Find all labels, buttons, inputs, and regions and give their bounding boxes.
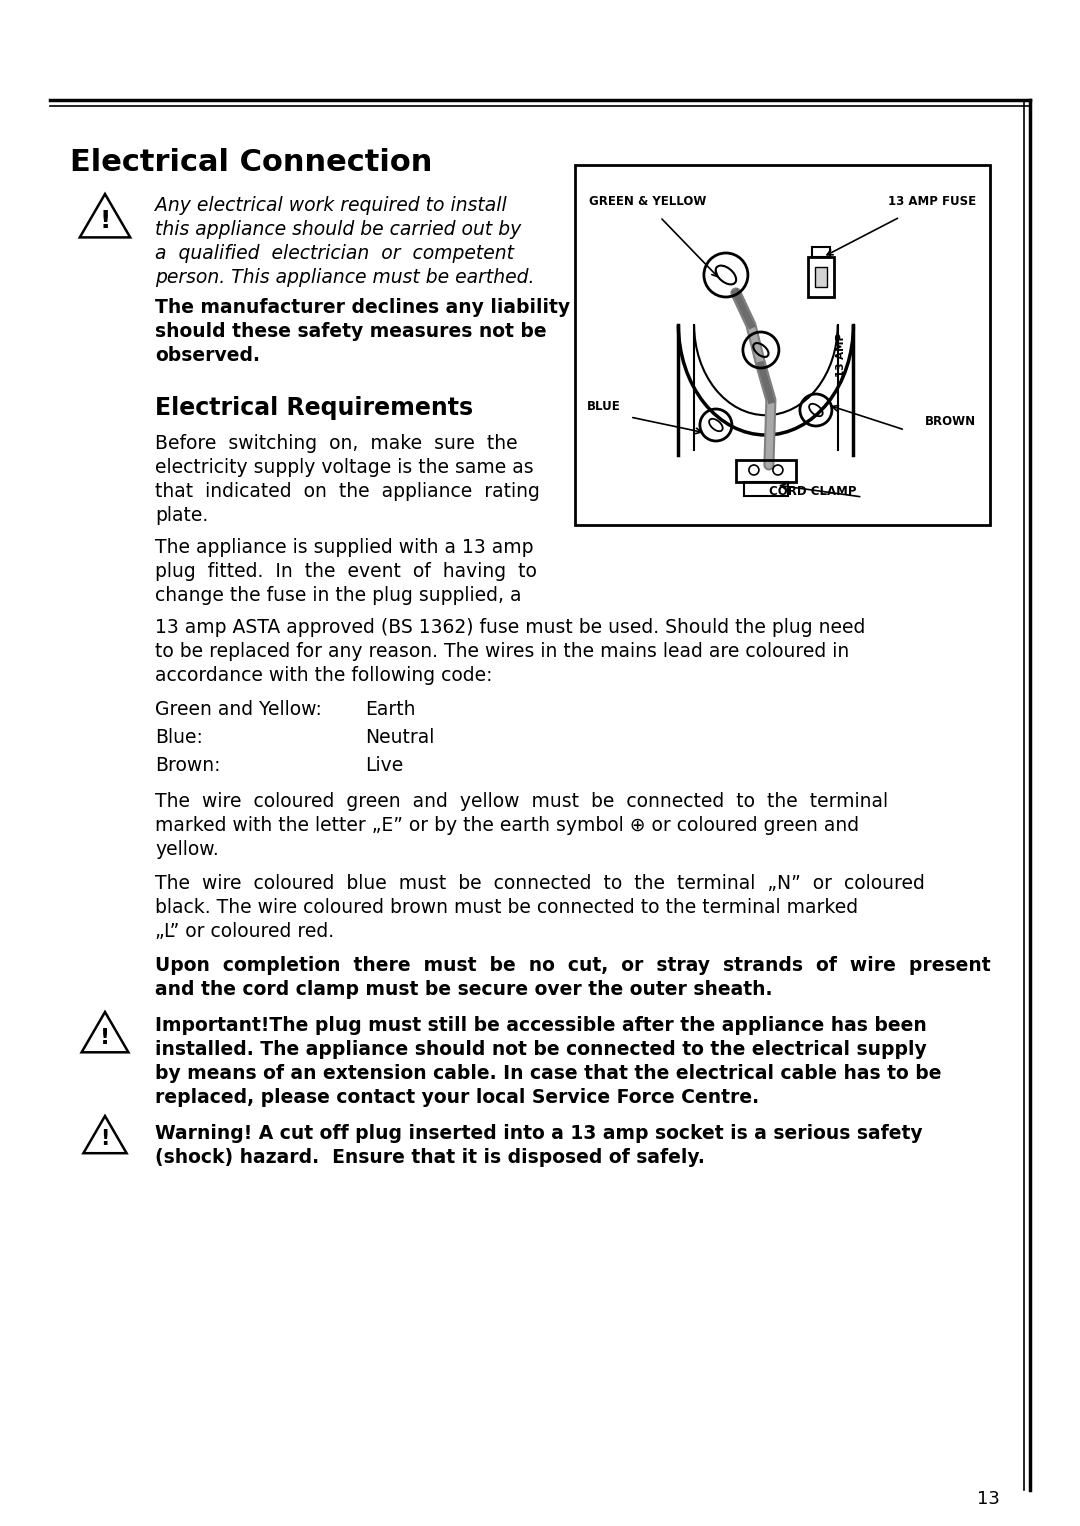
Text: plug  fitted.  In  the  event  of  having  to: plug fitted. In the event of having to xyxy=(156,562,537,581)
Text: black. The wire coloured brown must be connected to the terminal marked: black. The wire coloured brown must be c… xyxy=(156,897,859,917)
Bar xyxy=(735,459,796,482)
Text: Green and Yellow:: Green and Yellow: xyxy=(156,700,322,719)
Text: Neutral: Neutral xyxy=(365,728,434,748)
Text: Warning! A cut off plug inserted into a 13 amp socket is a serious safety: Warning! A cut off plug inserted into a … xyxy=(156,1125,922,1143)
Text: !: ! xyxy=(99,209,110,232)
Bar xyxy=(575,165,990,525)
Text: Before  switching  on,  make  sure  the: Before switching on, make sure the xyxy=(156,433,517,453)
Text: Electrical Connection: Electrical Connection xyxy=(70,148,432,177)
Text: Blue:: Blue: xyxy=(156,728,203,748)
Text: 13: 13 xyxy=(977,1489,1000,1508)
Text: person. This appliance must be earthed.: person. This appliance must be earthed. xyxy=(156,269,535,287)
Bar xyxy=(744,482,788,496)
Text: by means of an extension cable. In case that the electrical cable has to be: by means of an extension cable. In case … xyxy=(156,1064,942,1083)
Text: plate.: plate. xyxy=(156,507,208,525)
Text: change the fuse in the plug supplied, a: change the fuse in the plug supplied, a xyxy=(156,586,522,604)
Text: marked with the letter „E” or by the earth symbol ⊕ or coloured green and: marked with the letter „E” or by the ear… xyxy=(156,816,859,835)
Text: that  indicated  on  the  appliance  rating: that indicated on the appliance rating xyxy=(156,482,540,501)
Text: this appliance should be carried out by: this appliance should be carried out by xyxy=(156,220,522,240)
Text: replaced, please contact your local Service Force Centre.: replaced, please contact your local Serv… xyxy=(156,1088,759,1106)
Text: Brown:: Brown: xyxy=(156,755,220,775)
Text: CORD CLAMP: CORD CLAMP xyxy=(769,485,856,497)
Bar xyxy=(808,256,834,298)
Text: Important!The plug must still be accessible after the appliance has been: Important!The plug must still be accessi… xyxy=(156,1016,927,1035)
Text: GREEN & YELLOW: GREEN & YELLOW xyxy=(589,195,706,208)
Text: The  wire  coloured  green  and  yellow  must  be  connected  to  the  terminal: The wire coloured green and yellow must … xyxy=(156,792,888,810)
Text: Electrical Requirements: Electrical Requirements xyxy=(156,397,473,420)
Text: accordance with the following code:: accordance with the following code: xyxy=(156,665,492,685)
Text: The manufacturer declines any liability: The manufacturer declines any liability xyxy=(156,298,570,317)
Text: should these safety measures not be: should these safety measures not be xyxy=(156,322,546,340)
Text: BROWN: BROWN xyxy=(924,415,976,427)
Bar xyxy=(812,247,829,256)
Text: Live: Live xyxy=(365,755,403,775)
Text: to be replaced for any reason. The wires in the mains lead are coloured in: to be replaced for any reason. The wires… xyxy=(156,642,849,661)
Text: Any electrical work required to install: Any electrical work required to install xyxy=(156,195,507,215)
Text: !: ! xyxy=(100,1029,110,1048)
Bar xyxy=(815,267,827,287)
Text: „L” or coloured red.: „L” or coloured red. xyxy=(156,922,334,942)
Text: yellow.: yellow. xyxy=(156,839,219,859)
Text: observed.: observed. xyxy=(156,346,260,365)
Text: and the cord clamp must be secure over the outer sheath.: and the cord clamp must be secure over t… xyxy=(156,980,772,1000)
Text: Upon  completion  there  must  be  no  cut,  or  stray  strands  of  wire  prese: Upon completion there must be no cut, or… xyxy=(156,955,990,975)
Text: installed. The appliance should not be connected to the electrical supply: installed. The appliance should not be c… xyxy=(156,1041,927,1059)
Text: The  wire  coloured  blue  must  be  connected  to  the  terminal  „N”  or  colo: The wire coloured blue must be connected… xyxy=(156,874,924,893)
Text: Earth: Earth xyxy=(365,700,416,719)
Text: 13 AMP: 13 AMP xyxy=(836,333,847,377)
Text: a  qualified  electrician  or  competent: a qualified electrician or competent xyxy=(156,244,514,262)
Text: (shock) hazard.  Ensure that it is disposed of safely.: (shock) hazard. Ensure that it is dispos… xyxy=(156,1148,705,1167)
Text: !: ! xyxy=(100,1129,110,1149)
Text: The appliance is supplied with a 13 amp: The appliance is supplied with a 13 amp xyxy=(156,539,534,557)
Text: 13 AMP FUSE: 13 AMP FUSE xyxy=(888,195,976,208)
Text: 13 amp ASTA approved (BS 1362) fuse must be used. Should the plug need: 13 amp ASTA approved (BS 1362) fuse must… xyxy=(156,618,865,636)
Text: BLUE: BLUE xyxy=(588,400,621,414)
Text: electricity supply voltage is the same as: electricity supply voltage is the same a… xyxy=(156,458,534,478)
